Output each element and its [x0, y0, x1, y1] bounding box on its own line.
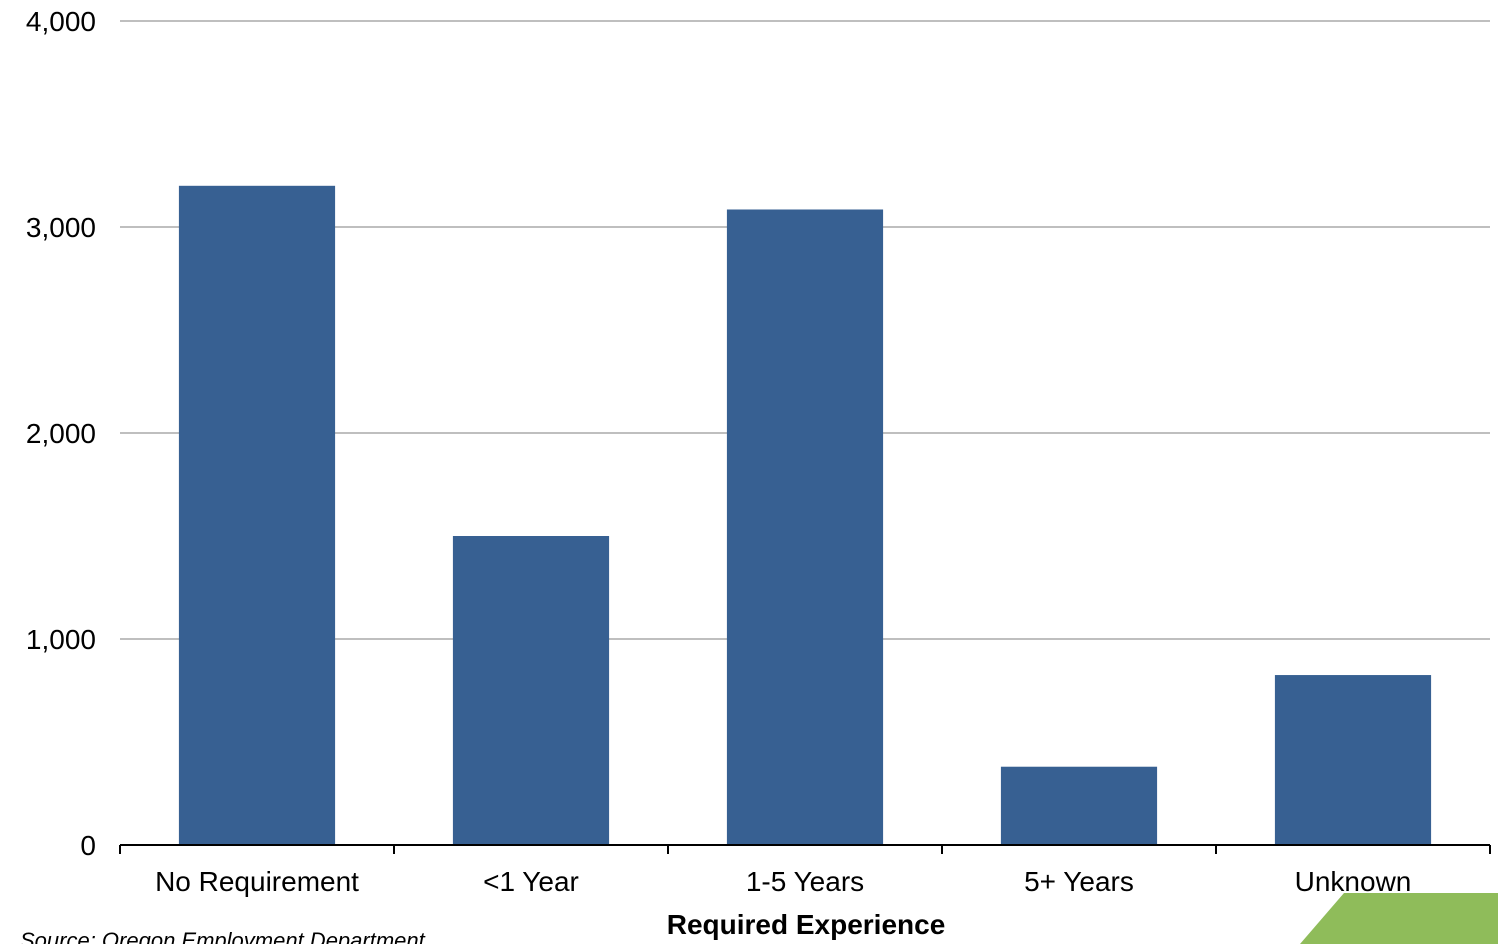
x-tick-label: <1 Year [483, 866, 579, 897]
y-tick-label: 0 [80, 830, 96, 861]
bar [452, 536, 610, 845]
x-tick-label: Unknown [1295, 866, 1412, 897]
y-tick-label: 3,000 [26, 212, 96, 243]
x-axis-title: Required Experience [667, 909, 946, 940]
x-tick-label: No Requirement [155, 866, 359, 897]
bars [178, 185, 1432, 846]
x-tick-labels: No Requirement <1 Year 1-5 Years 5+ Years Un… [155, 866, 1411, 897]
bar [1274, 675, 1432, 845]
bar [178, 185, 336, 846]
decorative-corner-shape [1300, 893, 1498, 944]
x-axis [119, 844, 1491, 854]
bar [726, 209, 884, 846]
y-tick-label: 2,000 [26, 418, 96, 449]
bar [1000, 766, 1158, 845]
y-tick-label: 4,000 [26, 6, 96, 37]
y-tick-labels: 0 1,000 2,000 3,000 4,000 [26, 6, 96, 861]
source-note: Source: Oregon Employment Department [20, 928, 426, 944]
x-tick-label: 5+ Years [1024, 866, 1134, 897]
x-tick-label: 1-5 Years [746, 866, 864, 897]
y-tick-label: 1,000 [26, 624, 96, 655]
